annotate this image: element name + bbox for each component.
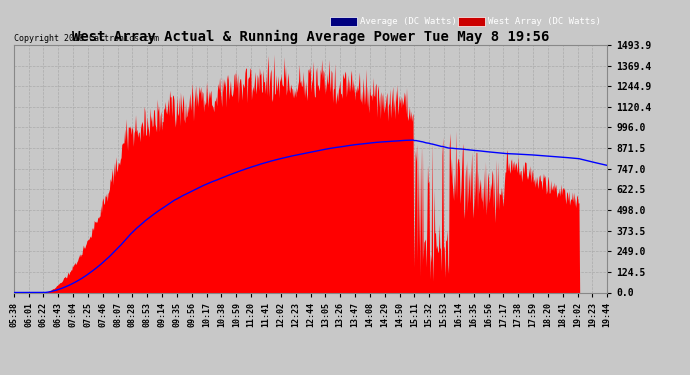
Text: Copyright 2018 Cartronics.com: Copyright 2018 Cartronics.com [14, 33, 159, 42]
Legend: Average (DC Watts), West Array (DC Watts): Average (DC Watts), West Array (DC Watts… [328, 15, 602, 28]
Title: West Array Actual & Running Average Power Tue May 8 19:56: West Array Actual & Running Average Powe… [72, 30, 549, 44]
